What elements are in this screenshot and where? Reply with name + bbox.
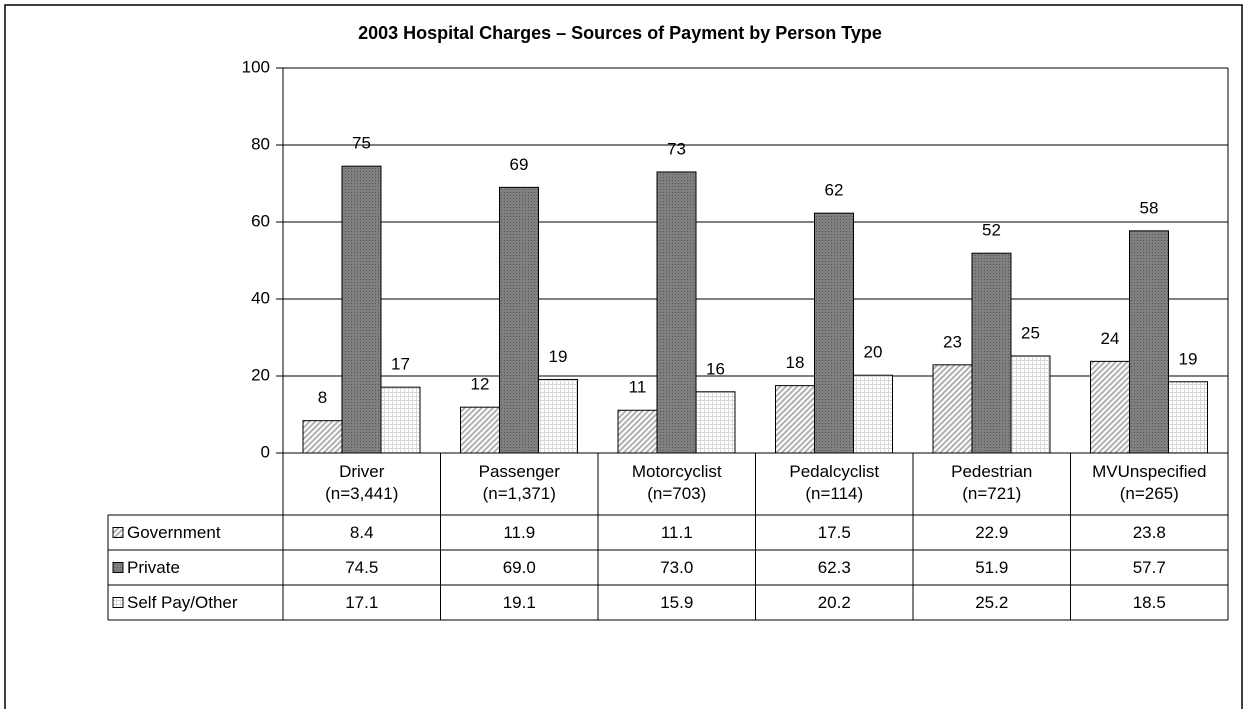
data-label: 24 (1101, 329, 1120, 348)
data-label: 62 (825, 181, 844, 200)
legend-label: Self Pay/Other (127, 593, 238, 612)
y-tick-label: 100 (242, 57, 270, 76)
bar (538, 378, 578, 454)
table-cell: 8.4 (350, 523, 374, 542)
table-cell: 23.8 (1133, 523, 1166, 542)
bar (971, 252, 1012, 454)
data-label: 11 (629, 378, 647, 397)
data-label: 58 (1140, 198, 1159, 217)
bar (617, 409, 658, 454)
y-tick-label: 80 (251, 134, 270, 153)
table-cell: 74.5 (345, 558, 378, 577)
data-label: 8 (318, 388, 327, 407)
y-tick-label: 0 (261, 442, 270, 461)
legend-swatch (112, 527, 124, 538)
table-cell: 57.7 (1133, 558, 1166, 577)
data-label: 12 (471, 375, 490, 394)
x-tick-label: Motorcyclist (n=703) (631, 462, 722, 503)
bar (460, 406, 500, 454)
y-tick-label: 20 (251, 365, 270, 384)
table-cell: 18.5 (1133, 593, 1166, 612)
table-cell: 17.5 (818, 523, 851, 542)
table-cell: 20.2 (818, 593, 851, 612)
legend-swatch (112, 562, 124, 573)
table-cell: 22.9 (975, 523, 1008, 542)
bar (853, 374, 893, 454)
data-label: 16 (706, 359, 725, 378)
x-tick-label: Pedalcyclist (n=114) (789, 462, 880, 503)
table-cell: 11.1 (661, 523, 693, 542)
table-cell: 73.0 (660, 558, 693, 577)
data-label: 19 (1179, 349, 1198, 368)
data-label: 17 (391, 355, 410, 374)
y-tick-label: 60 (251, 211, 270, 230)
table-cell: 25.2 (975, 593, 1008, 612)
data-label: 25 (1021, 323, 1040, 342)
x-tick-label: Passenger (n=1,371) (478, 462, 560, 503)
legend-label: Government (127, 523, 221, 542)
data-label: 20 (864, 343, 883, 362)
bar (341, 165, 382, 454)
bar (1010, 355, 1051, 454)
bar (302, 420, 343, 454)
data-label: 52 (982, 221, 1001, 240)
bar (1168, 381, 1208, 454)
bar (695, 391, 736, 454)
data-label: 69 (510, 155, 529, 174)
data-label: 18 (786, 353, 805, 372)
bar (1090, 360, 1130, 454)
table-cell: 17.1 (345, 593, 378, 612)
x-tick-label: Driver (n=3,441) (325, 462, 399, 503)
data-label: 19 (549, 347, 568, 366)
bar (814, 212, 854, 454)
data-label: 75 (352, 134, 371, 153)
x-tick-label: Pedestrian (n=721) (951, 462, 1033, 503)
bar (380, 386, 421, 454)
bar (499, 186, 539, 454)
table-cell: 62.3 (818, 558, 851, 577)
bar (775, 385, 815, 454)
frame (4, 4, 1243, 709)
table-cell: 11.9 (503, 523, 535, 542)
table-cell: 19.1 (503, 593, 536, 612)
x-tick-label: MVUnspecified (n=265) (1092, 462, 1207, 503)
y-tick-label: 40 (251, 288, 270, 307)
chart-title: 2003 Hospital Charges – Sources of Payme… (358, 23, 882, 43)
legend-label: Private (127, 558, 180, 577)
data-label: 73 (667, 139, 686, 158)
data-label: 23 (943, 332, 962, 351)
legend-swatch (112, 597, 124, 608)
table-cell: 15.9 (660, 593, 693, 612)
bar (656, 171, 697, 454)
table-cell: 69.0 (503, 558, 536, 577)
bar (932, 364, 973, 454)
bar (1129, 230, 1169, 454)
table-cell: 51.9 (975, 558, 1008, 577)
